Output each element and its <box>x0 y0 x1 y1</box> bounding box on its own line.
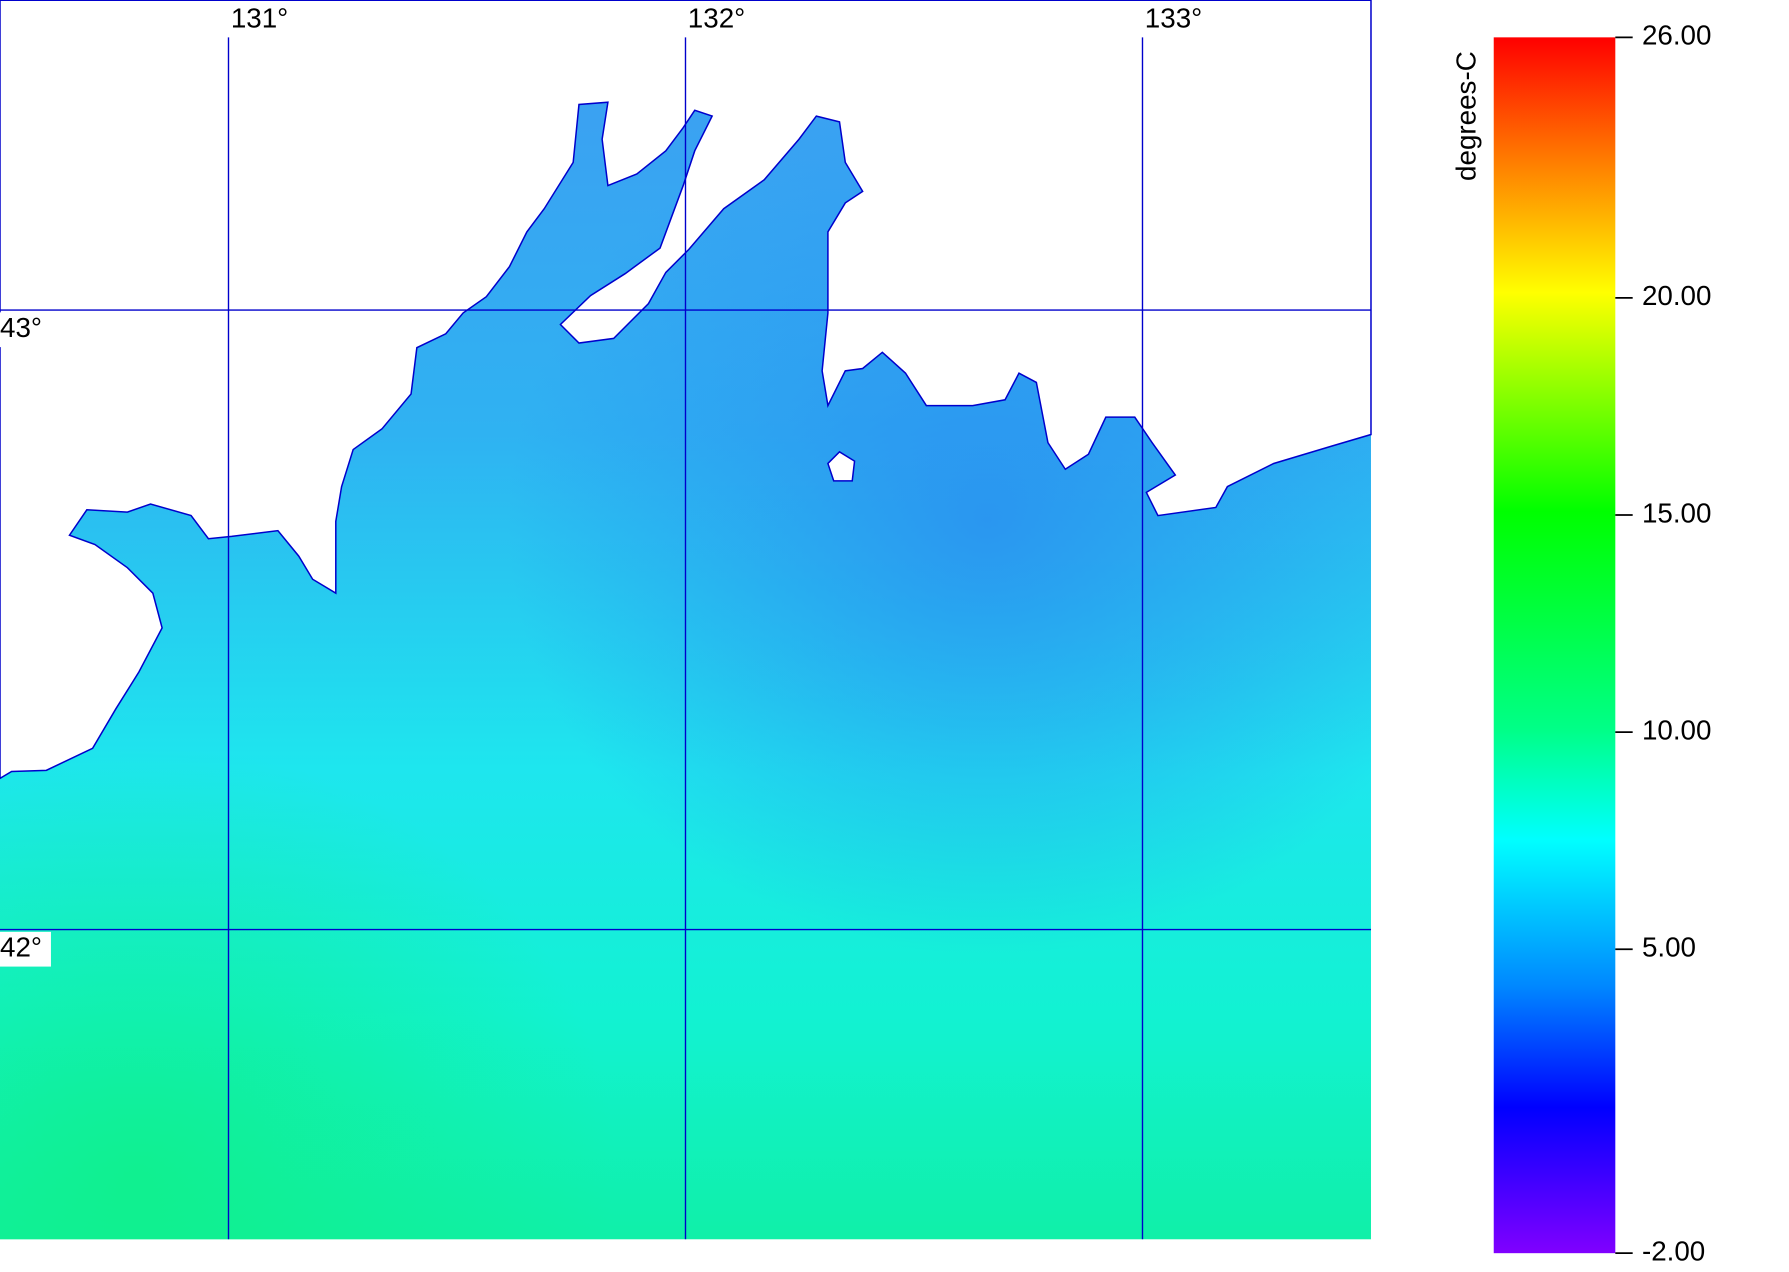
island <box>827 450 856 482</box>
colorbar-tick-label: 26.00 <box>1642 20 1712 51</box>
lon-label: 133° <box>1145 2 1202 33</box>
lat-label: 43° <box>0 312 42 343</box>
lon-label: 131° <box>231 2 288 33</box>
colorbar-tick-label: 20.00 <box>1642 280 1712 311</box>
lon-label: 132° <box>688 2 745 33</box>
lat-label: 42° <box>0 932 42 963</box>
colorbar-label: degrees-C <box>1451 51 1482 181</box>
lat-label-bg <box>0 931 51 967</box>
land <box>0 0 1372 780</box>
graticule <box>0 37 1371 1240</box>
colorbar-tick-label: 5.00 <box>1642 932 1696 963</box>
colorbar <box>1493 37 1616 1254</box>
colorbar-tick-label: 10.00 <box>1642 714 1712 745</box>
lat-label-bg <box>0 312 51 348</box>
colorbar-tick-label: -2.00 <box>1642 1236 1705 1267</box>
colorbar-tick-label: 15.00 <box>1642 497 1712 528</box>
